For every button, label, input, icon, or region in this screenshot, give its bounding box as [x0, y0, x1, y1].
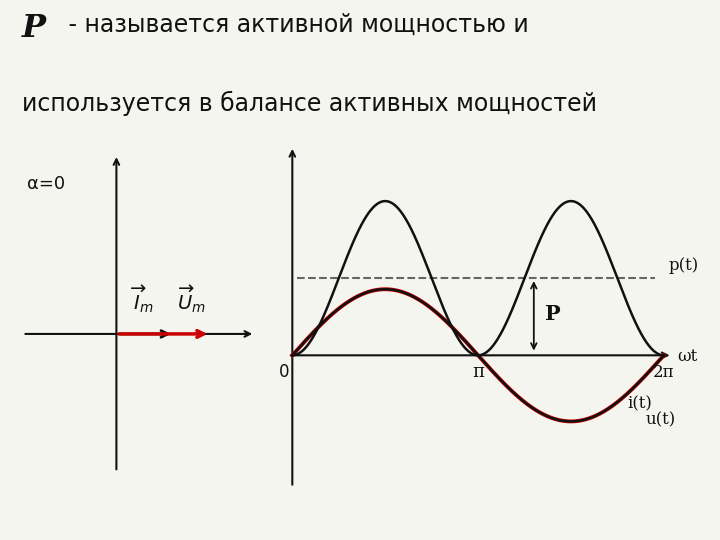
Text: P: P — [22, 13, 46, 44]
Text: $\overrightarrow{U}_m$: $\overrightarrow{U}_m$ — [177, 283, 207, 315]
Text: P: P — [544, 305, 560, 325]
Text: $\overrightarrow{I}_m$: $\overrightarrow{I}_m$ — [130, 283, 153, 315]
Text: - называется активной мощностью и: - называется активной мощностью и — [61, 13, 529, 37]
Text: используется в балансе активных мощностей: используется в балансе активных мощносте… — [22, 91, 597, 116]
Text: p(t): p(t) — [668, 258, 698, 274]
Text: 2π: 2π — [653, 364, 675, 381]
Text: α=0: α=0 — [27, 175, 65, 193]
Text: i(t): i(t) — [627, 395, 652, 412]
Text: ωt: ωt — [677, 348, 697, 365]
Text: u(t): u(t) — [646, 411, 676, 429]
Text: 0: 0 — [279, 363, 289, 381]
Text: π: π — [472, 363, 484, 381]
